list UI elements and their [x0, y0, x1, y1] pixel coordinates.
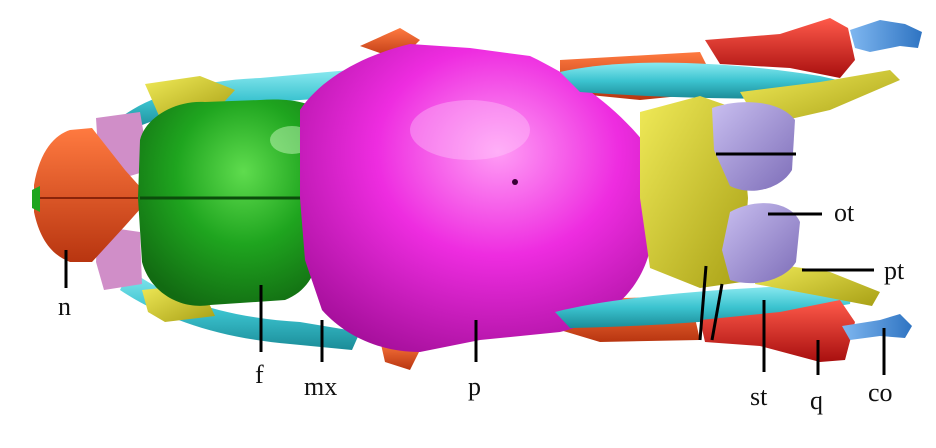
parietal-bone: [300, 44, 660, 352]
label-mx: mx: [304, 372, 338, 401]
pterygoid-lower-yellow: [755, 262, 880, 306]
maxilla-lower-bone: [120, 270, 360, 350]
label-f: f: [255, 360, 264, 389]
nasal-tip-green: [32, 186, 40, 212]
columella-lower: [842, 314, 912, 340]
parietal-highlight: [410, 100, 530, 160]
leader-jaw-b: [710, 283, 724, 341]
nasal-bone: [34, 128, 150, 262]
frontal-bone: [138, 99, 330, 306]
label-pt: pt: [884, 256, 905, 285]
leader-jaw-a: [698, 265, 708, 341]
leader-lines: [64, 152, 886, 375]
columella-upper: [850, 20, 922, 52]
label-p: p: [468, 372, 481, 401]
otic-upper-lavender: [712, 102, 795, 191]
parietal-foramen: [512, 179, 518, 185]
label-q: q: [810, 386, 823, 415]
label-ot: ot: [834, 198, 855, 227]
maxilla-upper-bone: [120, 70, 360, 130]
label-n: n: [58, 292, 71, 321]
quadrate-upper: [705, 18, 855, 78]
otic-lower-lavender: [722, 203, 800, 284]
label-st: st: [750, 382, 768, 411]
quadrate-lower: [700, 300, 855, 362]
label-co: co: [868, 378, 893, 407]
